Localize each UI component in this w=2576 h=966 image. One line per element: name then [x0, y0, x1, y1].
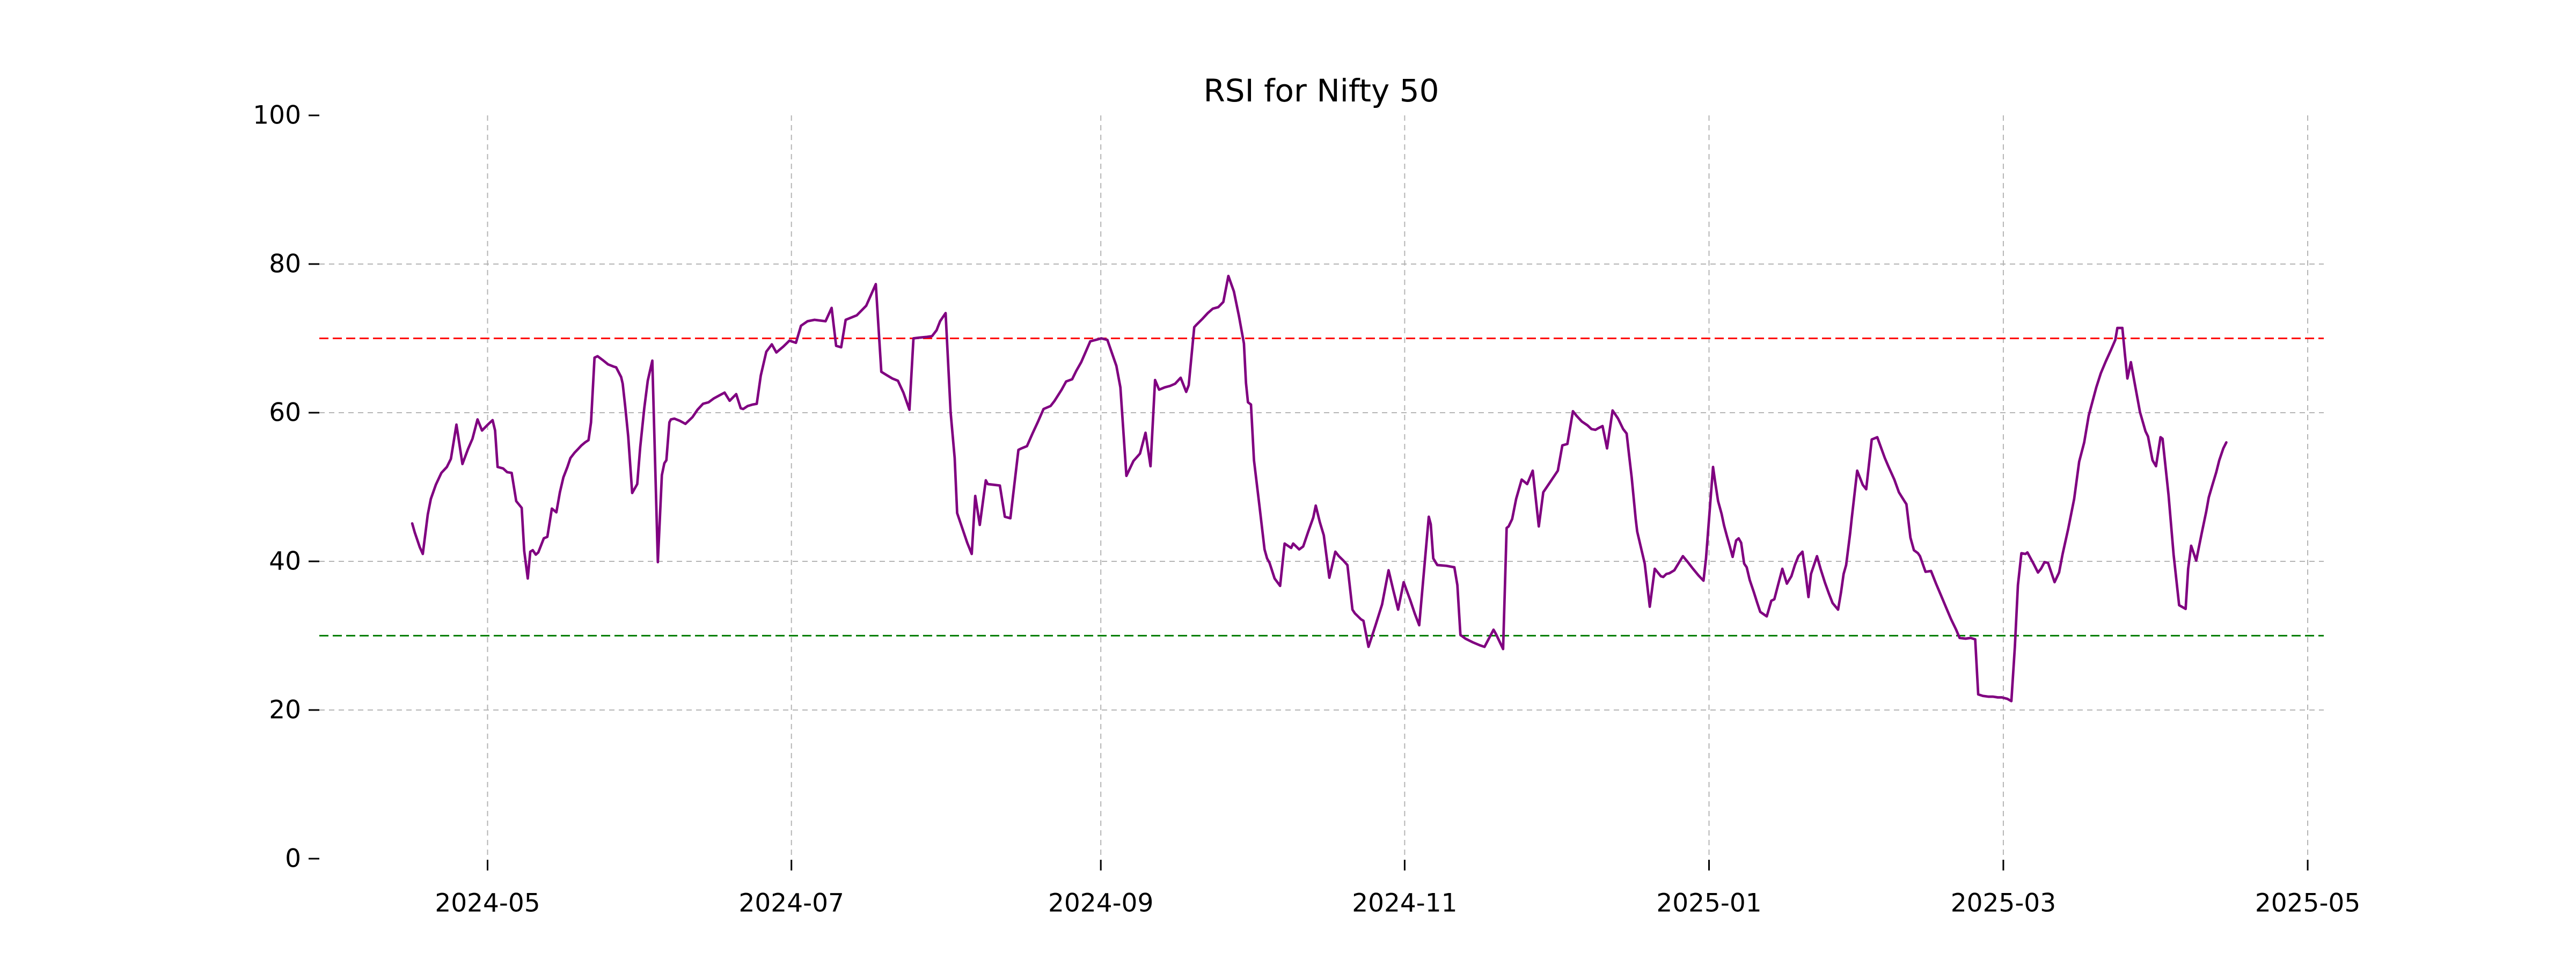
y-tick-label-0: 0 — [285, 844, 301, 874]
chart-title: RSI for Nifty 50 — [1203, 72, 1439, 109]
rsi-series-line — [411, 274, 2228, 702]
x-tick-label-2024-05: 2024-05 — [435, 888, 540, 918]
x-tick-label-2024-09: 2024-09 — [1048, 888, 1153, 918]
y-tick-label-100: 100 — [253, 101, 301, 130]
y-tick-label-40: 40 — [269, 547, 301, 576]
x-tick-label-2025-05: 2025-05 — [2255, 888, 2360, 918]
x-tick-label-2024-07: 2024-07 — [739, 888, 844, 918]
y-tick-label-80: 80 — [269, 250, 301, 279]
x-tick-label-2024-11: 2024-11 — [1352, 888, 1457, 918]
x-tick-label-2025-01: 2025-01 — [1656, 888, 1761, 918]
x-tick-label-2025-03: 2025-03 — [1951, 888, 2056, 918]
y-tick-label-20: 20 — [269, 696, 301, 725]
y-tick-label-60: 60 — [269, 398, 301, 428]
